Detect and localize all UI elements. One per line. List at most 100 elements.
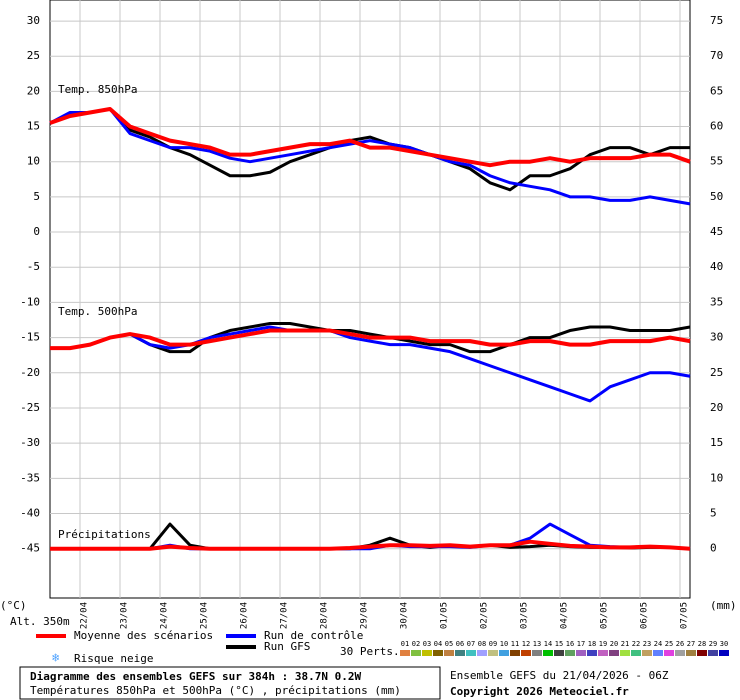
legend-label: Moyenne des scénarios (74, 629, 213, 642)
y-tick-label: 40 (710, 260, 723, 273)
x-tick-label: 22/04 (80, 602, 90, 629)
y-tick-label: 0 (710, 542, 717, 555)
x-tick-label: 03/05 (520, 602, 530, 629)
x-tick-label: 29/04 (360, 602, 370, 629)
y-tick-label: 25 (27, 49, 40, 62)
y-tick-label: 45 (710, 225, 723, 238)
pert-label: 05 (445, 640, 453, 648)
pert-label: 06 (456, 640, 464, 648)
y-tick-label: 35 (710, 295, 723, 308)
pert-label: 18 (588, 640, 596, 648)
y-tick-label: 15 (710, 436, 723, 449)
footer-title: Diagramme des ensembles GEFS sur 384h : … (30, 670, 362, 683)
y-tick-label: -5 (27, 260, 40, 273)
pert-swatch (675, 650, 685, 656)
pert-label: 22 (632, 640, 640, 648)
x-tick-label: 05/05 (600, 602, 610, 629)
legend-label: Run GFS (264, 640, 310, 653)
series-line (49, 106, 691, 168)
pert-swatch (631, 650, 641, 656)
pert-swatch (609, 650, 619, 656)
pert-label: 19 (599, 640, 607, 648)
pert-swatch (477, 650, 487, 656)
y-tick-label: -30 (20, 436, 40, 449)
pert-label: 26 (676, 640, 684, 648)
series-line (49, 107, 691, 206)
pert-swatch (653, 650, 663, 656)
footer-subtitle: Températures 850hPa et 500hPa (°C) , pré… (30, 684, 401, 697)
altitude: Alt. 350m (10, 615, 70, 628)
pert-label: 24 (654, 640, 662, 648)
grid (50, 0, 690, 598)
panel-title: Précipitations (58, 528, 151, 541)
pert-swatch (510, 650, 520, 656)
pert-label: 10 (500, 640, 508, 648)
panel-title: Temp. 850hPa (58, 83, 137, 96)
y-tick-label: 20 (710, 401, 723, 414)
pert-label: 08 (478, 640, 486, 648)
y-tick-label: -20 (20, 366, 40, 379)
pert-legend: 01 02 03 04 05 06 07 08 09 10 11 12 13 14 15 16 17 18 19 20… (400, 640, 729, 656)
series-line (50, 325, 691, 403)
snow-icon: ❄ (52, 651, 59, 665)
pert-label: 01 (401, 640, 409, 648)
pert-swatch (697, 650, 707, 656)
pert-swatch (499, 650, 509, 656)
pert-label: 27 (687, 640, 695, 648)
y-tick-label: 15 (27, 120, 40, 133)
pert-swatch (543, 650, 553, 656)
pert-swatch (433, 650, 443, 656)
y-tick-label: 10 (27, 155, 40, 168)
y-tick-label: 0 (33, 225, 40, 238)
y-tick-label: 5 (33, 190, 40, 203)
y-tick-label: 5 (710, 507, 717, 520)
pert-swatch (598, 650, 608, 656)
pert-swatch (642, 650, 652, 656)
legend-label: 30 Perts. (340, 645, 400, 658)
pert-swatch (444, 650, 454, 656)
x-tick-label: 06/05 (640, 602, 650, 629)
y2-tick-label: 65 (710, 84, 723, 97)
pert-label: 21 (621, 640, 629, 648)
pert-label: 11 (511, 640, 519, 648)
pert-label: 29 (709, 640, 717, 648)
y-tick-label: -40 (20, 507, 40, 520)
pert-swatch (587, 650, 597, 656)
x-tick-label: 07/05 (680, 602, 690, 629)
x-tick-label: 01/05 (440, 602, 450, 629)
y-tick-label: -10 (20, 295, 40, 308)
info-box (19, 666, 441, 700)
y-tick-label: -25 (20, 401, 40, 414)
x-tick-label: 24/04 (160, 602, 170, 629)
pert-label: 07 (467, 640, 475, 648)
pert-label: 15 (555, 640, 563, 648)
plot-frame (49, 0, 691, 599)
y2-tick-label: 55 (710, 155, 723, 168)
pert-swatch (576, 650, 586, 656)
pert-swatch (532, 650, 542, 656)
y-tick-label: -35 (20, 471, 40, 484)
y-tick-label: 20 (27, 84, 40, 97)
legend-label: Run de contrôle (264, 629, 363, 642)
pert-swatch (554, 650, 564, 656)
pert-label: 04 (434, 640, 442, 648)
pert-label: 09 (489, 640, 497, 648)
pert-swatch (708, 650, 718, 656)
pert-label: 02 (412, 640, 420, 648)
pert-label: 25 (665, 640, 673, 648)
x-tick-label: 30/04 (400, 602, 410, 629)
series-line (50, 539, 691, 551)
axis-unit: (°C) (0, 599, 27, 612)
pert-swatch (400, 650, 410, 656)
pert-label: 17 (577, 640, 585, 648)
axis-unit: (mm) (710, 599, 737, 612)
x-tick-label: 27/04 (280, 602, 290, 629)
y-tick-label: -15 (20, 331, 40, 344)
pert-swatch (521, 650, 531, 656)
y2-tick-label: 70 (710, 49, 723, 62)
y-tick-label: 30 (27, 14, 40, 27)
x-tick-label: 04/05 (560, 602, 570, 629)
y2-tick-label: 60 (710, 120, 723, 133)
pert-label: 30 (720, 640, 728, 648)
